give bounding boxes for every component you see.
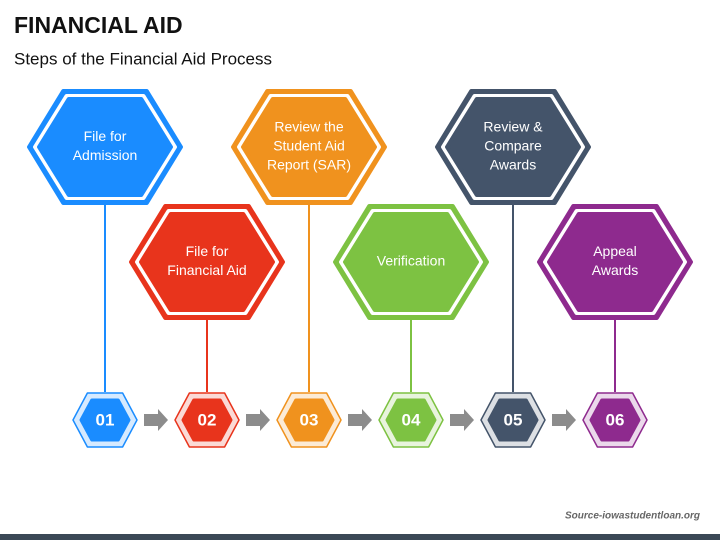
step-number: 03 (300, 410, 319, 429)
arrow (144, 409, 168, 431)
step-label: Review & (483, 119, 543, 135)
step-number: 02 (198, 410, 217, 429)
step-hex (445, 97, 581, 197)
step-number: 01 (96, 410, 115, 429)
arrow (246, 409, 270, 431)
number-hex (487, 398, 539, 442)
source: Source-iowastudentloan.org (565, 511, 700, 522)
step-label: Awards (490, 157, 536, 173)
step-label: Appeal (593, 243, 637, 259)
number-hex (79, 398, 131, 442)
arrow (348, 409, 372, 431)
step-hex (343, 212, 479, 312)
step-label: Verification (377, 253, 445, 269)
step-hex (139, 212, 275, 312)
step-label: Awards (592, 262, 638, 278)
subtitle: Steps of the Financial Aid Process (14, 49, 272, 68)
number-hex (181, 398, 233, 442)
step-number: 05 (504, 410, 523, 429)
step-hex (241, 97, 377, 197)
title: FINANCIAL AID (14, 12, 183, 38)
number-hex (283, 398, 335, 442)
step-label: File for (186, 243, 229, 259)
step-label: Review the (274, 119, 343, 135)
step-label: Student Aid (273, 138, 345, 154)
step-number: 04 (402, 410, 421, 429)
number-hex (385, 398, 437, 442)
bottom-bar (0, 534, 720, 540)
arrow (450, 409, 474, 431)
step-hex (37, 97, 173, 197)
number-hex (589, 398, 641, 442)
step-label: Admission (73, 147, 138, 163)
step-hex (547, 212, 683, 312)
step-label: Compare (484, 138, 542, 154)
step-label: File for (84, 128, 127, 144)
arrow (552, 409, 576, 431)
step-label: Financial Aid (167, 262, 246, 278)
step-label: Report (SAR) (267, 157, 351, 173)
step-number: 06 (606, 410, 625, 429)
